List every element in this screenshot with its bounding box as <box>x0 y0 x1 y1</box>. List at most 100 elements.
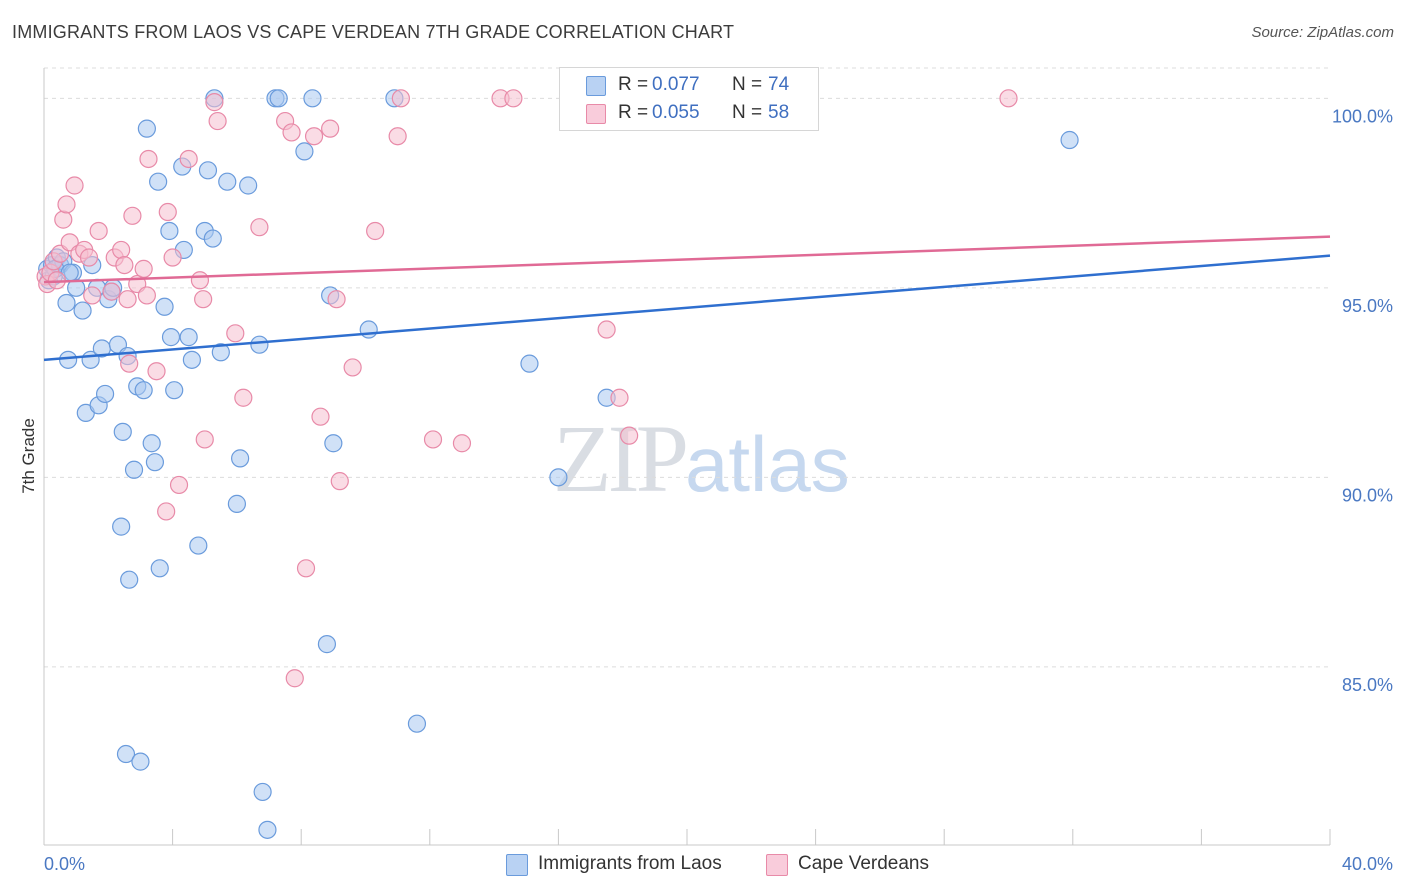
bottom-legend-swatch-cape <box>766 854 788 876</box>
y-tick-label-95: 95.0% <box>1342 296 1393 316</box>
laos-point-67 <box>407 714 427 733</box>
laos-point-61 <box>303 89 322 108</box>
laos-point-51 <box>218 172 237 191</box>
cape-point-9 <box>65 176 84 195</box>
laos-point-39 <box>161 328 181 347</box>
watermark-atlas: atlas <box>685 420 850 508</box>
laos-point-44 <box>182 350 201 369</box>
cape-point-38 <box>234 388 253 407</box>
chart-title: IMMIGRANTS FROM LAOS VS CAPE VERDEAN 7TH… <box>12 22 735 42</box>
laos-point-30 <box>131 752 150 771</box>
x-tick-label-max: 40.0% <box>1342 854 1393 874</box>
laos-point-8 <box>59 350 78 369</box>
laos-point-55 <box>250 335 269 354</box>
cape-point-31 <box>179 149 198 169</box>
cape-point-25 <box>139 149 158 169</box>
laos-point-54 <box>239 176 258 195</box>
legend-n-value-laos: 74 <box>768 74 790 95</box>
cape-point-59 <box>620 426 639 445</box>
laos-point-24 <box>112 517 131 536</box>
cape-point-27 <box>157 502 176 521</box>
laos-point-37 <box>155 297 174 316</box>
stats-legend: R = 0.077 N = 74 R = 0.055 N = 58 <box>559 67 819 131</box>
laos-point-71 <box>1060 130 1079 150</box>
cape-point-49 <box>343 358 362 377</box>
cape-point-41 <box>282 123 301 142</box>
laos-point-47 <box>198 161 218 180</box>
source-label: Source: ZipAtlas.com <box>1251 24 1394 41</box>
legend-swatch-cape <box>586 104 606 124</box>
cape-point-15 <box>102 282 121 301</box>
laos-point-34 <box>145 453 165 472</box>
cape-point-18 <box>115 255 134 275</box>
cape-point-56 <box>504 89 523 108</box>
laos-point-62 <box>317 635 337 654</box>
cape-point-42 <box>285 669 304 688</box>
laos-point-52 <box>231 449 250 468</box>
legend-r-value-laos: 0.077 <box>652 74 700 95</box>
cape-point-54 <box>452 434 472 453</box>
trend-line-laos <box>43 254 1331 362</box>
laos-point-38 <box>160 221 179 241</box>
laos-point-11 <box>73 301 92 320</box>
laos-point-60 <box>295 142 314 161</box>
cape-point-29 <box>163 248 182 267</box>
legend-swatch-laos <box>586 76 606 96</box>
laos-point-53 <box>227 494 246 513</box>
laos-point-26 <box>120 570 139 589</box>
watermark: ZIPatlas <box>553 403 850 514</box>
laos-point-65 <box>359 320 378 339</box>
cape-point-37 <box>226 324 245 343</box>
laos-point-57 <box>258 820 277 839</box>
y-tick-label-100: 100.0% <box>1332 106 1393 126</box>
laos-point-10 <box>67 278 86 297</box>
laos-point-23 <box>113 422 132 441</box>
cape-point-23 <box>134 259 153 278</box>
laos-point-35 <box>149 172 168 191</box>
cape-point-52 <box>388 127 407 146</box>
cape-point-50 <box>366 221 385 241</box>
cape-point-51 <box>391 89 410 108</box>
bottom-legend-label-cape: Cape Verdeans <box>798 853 929 874</box>
laos-point-7 <box>57 293 76 313</box>
legend-r-value-cape: 0.055 <box>652 102 700 123</box>
y-tick-label-90: 90.0% <box>1342 485 1393 505</box>
series-cape-points <box>36 89 1018 688</box>
bottom-legend-label-laos: Immigrants from Laos <box>538 853 722 874</box>
legend-n-value-cape: 58 <box>768 102 790 123</box>
cape-point-36 <box>208 111 227 131</box>
cape-point-44 <box>304 127 324 146</box>
cape-point-34 <box>195 430 214 449</box>
series-laos-points <box>38 89 1079 839</box>
laos-point-48 <box>203 229 222 248</box>
cape-point-47 <box>327 290 346 309</box>
cape-point-45 <box>311 407 330 426</box>
cape-point-58 <box>610 388 629 407</box>
cape-point-32 <box>190 271 210 290</box>
trend-line-cape <box>43 235 1331 284</box>
cape-point-53 <box>423 430 443 449</box>
cape-point-46 <box>321 119 340 138</box>
laos-point-64 <box>324 434 343 453</box>
y-tick-label-85: 85.0% <box>1342 675 1393 695</box>
laos-point-18 <box>95 384 115 404</box>
cape-point-6 <box>54 210 73 229</box>
cape-point-30 <box>169 475 189 495</box>
cape-point-24 <box>137 286 156 305</box>
laos-point-43 <box>179 328 198 347</box>
legend-n-label: N = <box>732 74 763 95</box>
cape-point-26 <box>147 362 166 381</box>
laos-point-36 <box>150 559 169 578</box>
x-axis-ticks <box>43 829 1331 845</box>
laos-point-40 <box>165 381 184 400</box>
cape-point-60 <box>999 89 1018 108</box>
x-tick-label-min: 0.0% <box>44 854 85 874</box>
laos-point-59 <box>269 89 288 108</box>
cape-point-39 <box>250 218 269 237</box>
legend-n-label: N = <box>732 102 763 123</box>
cape-point-57 <box>597 320 616 339</box>
cape-point-17 <box>112 240 131 260</box>
laos-point-69 <box>549 468 568 487</box>
laos-point-27 <box>116 744 136 764</box>
